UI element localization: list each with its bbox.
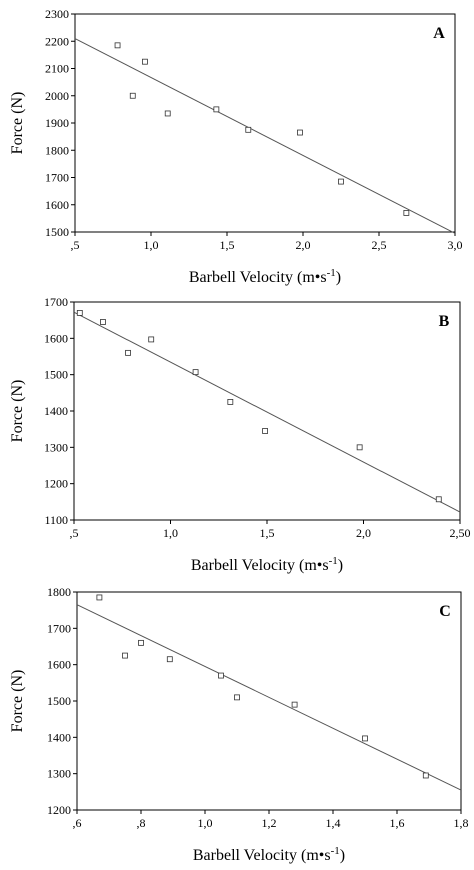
x-tick-label: ,5 <box>70 526 79 540</box>
data-point <box>213 106 220 113</box>
data-point <box>100 319 106 325</box>
panel-label-c: C <box>439 603 451 620</box>
data-point <box>148 336 155 343</box>
x-axis-label: Barbell Velocity (m•s-1) <box>191 555 343 574</box>
data-point <box>138 639 144 646</box>
y-tick-label: 1500 <box>45 225 69 239</box>
data-point <box>245 126 252 133</box>
x-axis-label-close: ) <box>338 557 343 574</box>
x-axis-label-exponent: -1 <box>331 845 340 857</box>
data-point <box>422 772 429 779</box>
x-tick-label: ,5 <box>71 238 80 252</box>
y-tick-label: 2200 <box>45 34 69 48</box>
x-tick-label: 1,0 <box>144 238 159 252</box>
x-tick-label: 2,0 <box>296 238 311 252</box>
data-point <box>114 42 121 49</box>
y-tick-label: 1400 <box>44 404 68 418</box>
x-tick-label: 2,0 <box>356 526 371 540</box>
x-tick-label: 1,0 <box>163 526 178 540</box>
x-axis-label-exponent: -1 <box>329 555 338 567</box>
plot-frame-a <box>74 13 456 233</box>
regression-line <box>76 604 462 791</box>
chart-panel-a: 1500 1600 1700 1800 1900 2000 2100 2200 2300 ,5 1,… <box>9 7 463 286</box>
x-axis-label-main: Barbell Velocity (m•s <box>193 847 331 864</box>
data-point <box>262 428 268 434</box>
data-point <box>164 110 171 117</box>
x-axis-label-exponent: -1 <box>327 267 336 279</box>
data-point <box>403 210 410 216</box>
y-tick-label: 1600 <box>44 331 68 345</box>
panel-label-b: B <box>439 313 450 330</box>
x-axis-label-close: ) <box>340 847 345 864</box>
data-point <box>192 369 199 376</box>
x-tick-label: 1,2 <box>262 816 277 830</box>
x-axis-label: Barbell Velocity (m•s-1) <box>193 845 345 864</box>
regression-line <box>73 311 461 513</box>
plot-frame-b <box>73 301 461 521</box>
regression-line <box>74 38 456 234</box>
y-tick-label: 1800 <box>45 143 69 157</box>
x-tick-label: 3,0 <box>448 238 463 252</box>
y-axis-label: Force (N) <box>9 92 26 155</box>
panel-label-a: A <box>433 25 445 42</box>
x-tick-label: 2,5 <box>372 238 387 252</box>
data-point <box>76 309 83 316</box>
y-tick-label: 1900 <box>45 116 69 130</box>
x-tick-label: 1,5 <box>260 526 275 540</box>
chart-panel-b: 1100 1200 1300 1400 1500 1600 1700 ,5 1,0 1,5 2,0 2… <box>9 295 471 574</box>
x-tick-label: 2,50 <box>450 526 471 540</box>
data-point <box>291 701 298 708</box>
x-tick-label: 1,8 <box>454 816 469 830</box>
y-tick-label: 1400 <box>47 730 71 744</box>
x-axis-label-close: ) <box>336 269 341 286</box>
y-tick-label: 1300 <box>44 440 68 454</box>
data-point <box>435 496 442 503</box>
x-axis-label: Barbell Velocity (m•s-1) <box>189 267 341 286</box>
chart-panel-c: 1200 1300 1400 1500 1600 1700 1800 ,6 ,8 1,0 1,2 1,… <box>9 585 469 864</box>
data-point <box>227 399 234 405</box>
y-tick-label: 1700 <box>44 295 68 309</box>
y-tick-label: 1200 <box>47 803 71 817</box>
x-tick-label: 1,6 <box>390 816 405 830</box>
data-point <box>129 92 136 99</box>
y-tick-label: 1100 <box>44 513 68 527</box>
x-tick-label: ,6 <box>73 816 82 830</box>
y-tick-label: 1500 <box>47 694 71 708</box>
data-point <box>218 672 224 679</box>
data-point <box>234 694 240 701</box>
y-tick-label: 1700 <box>45 171 69 185</box>
y-tick-label: 1500 <box>44 368 68 382</box>
y-tick-label: 2000 <box>45 89 69 103</box>
x-tick-label: 1,0 <box>198 816 213 830</box>
y-tick-label: 1600 <box>45 198 69 212</box>
y-tick-label: 1700 <box>47 621 71 635</box>
data-point <box>125 349 131 356</box>
data-point <box>166 656 173 663</box>
x-tick-label: 1,5 <box>220 238 235 252</box>
y-tick-label: 2100 <box>45 62 69 76</box>
data-point <box>122 652 128 659</box>
y-tick-label: 1800 <box>47 585 71 599</box>
x-tick-label: ,8 <box>137 816 146 830</box>
data-point <box>142 58 148 65</box>
y-tick-label: 1200 <box>44 477 68 491</box>
data-point <box>356 444 363 451</box>
y-axis-label: Force (N) <box>9 380 26 443</box>
x-axis-label-main: Barbell Velocity (m•s <box>191 557 329 574</box>
plot-frame-c <box>76 591 462 811</box>
y-tick-label: 1300 <box>47 767 71 781</box>
data-point <box>362 735 368 742</box>
data-point <box>338 178 344 185</box>
x-axis-label-main: Barbell Velocity (m•s <box>189 269 327 286</box>
data-point <box>96 594 103 601</box>
y-axis-label: Force (N) <box>9 670 26 733</box>
x-tick-label: 1,4 <box>326 816 341 830</box>
y-tick-label: 1600 <box>47 658 71 672</box>
y-tick-label: 2300 <box>45 7 69 21</box>
data-point <box>297 129 303 136</box>
